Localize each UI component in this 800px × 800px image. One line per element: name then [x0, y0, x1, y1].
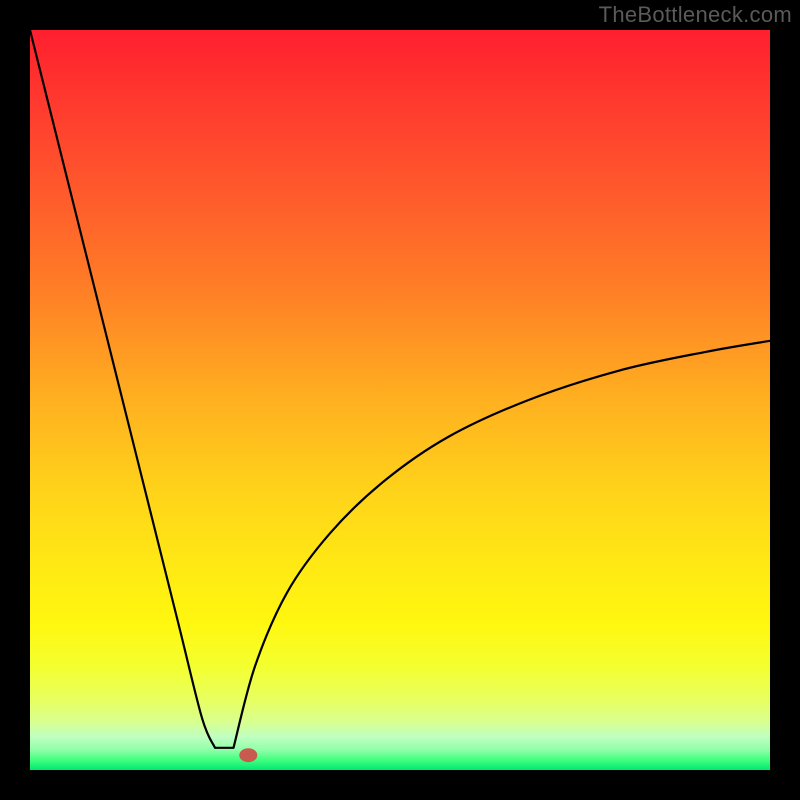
watermark-text: TheBottleneck.com: [599, 2, 792, 28]
bottleneck-chart: [0, 0, 800, 800]
plot-background: [30, 30, 770, 770]
chart-stage: TheBottleneck.com: [0, 0, 800, 800]
optimal-point-marker: [239, 748, 257, 762]
